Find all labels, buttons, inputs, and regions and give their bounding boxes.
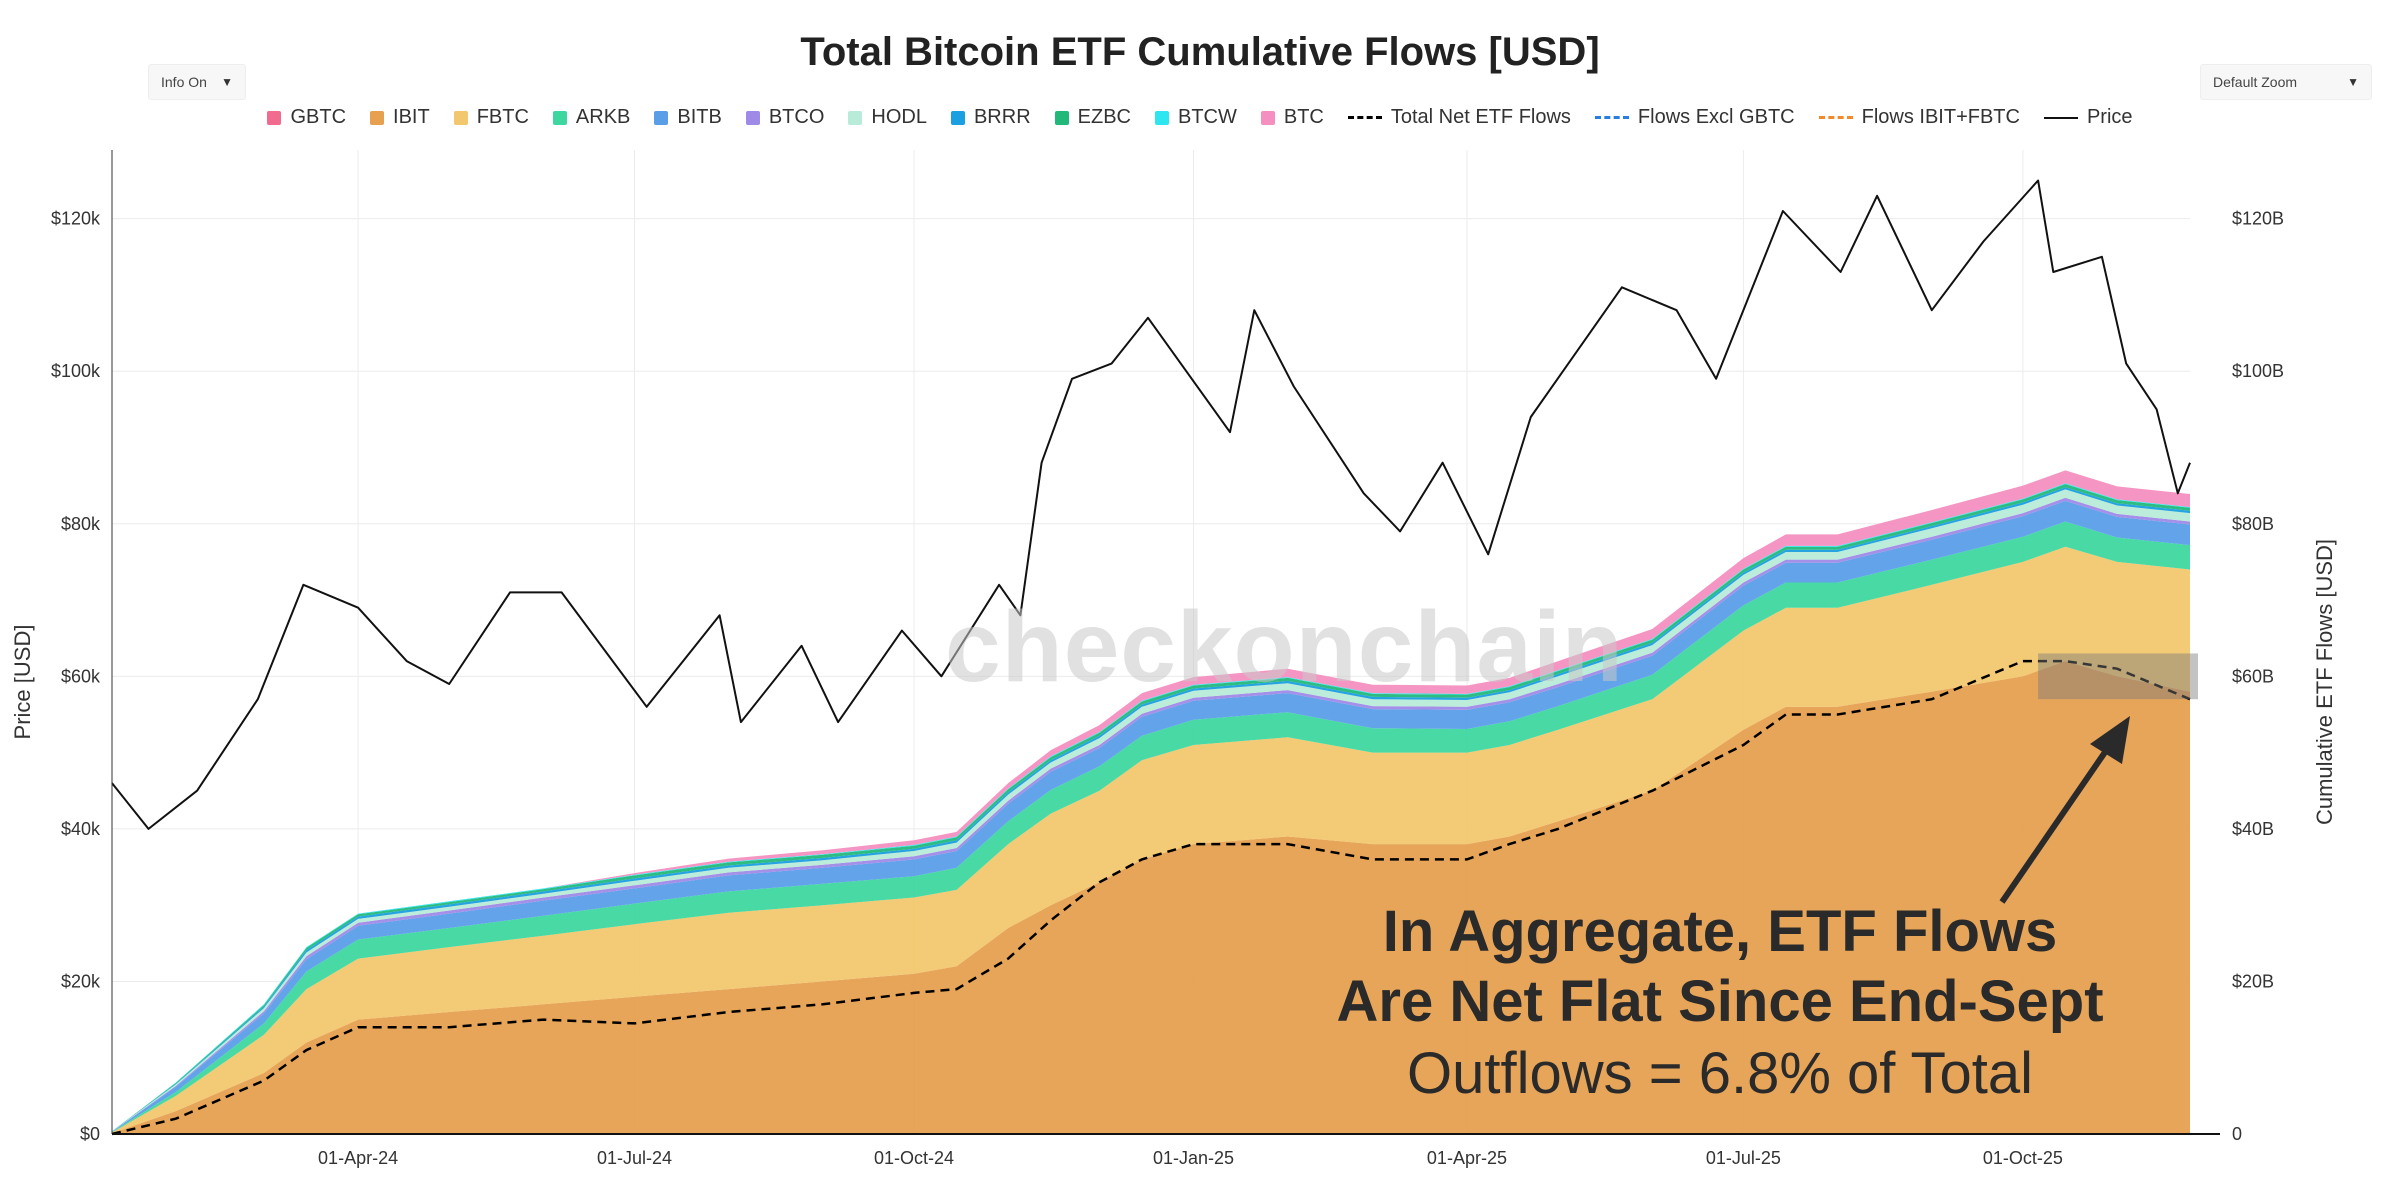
- info-dropdown-label: Info On: [161, 74, 207, 90]
- x-tick-label: 01-Oct-25: [1983, 1148, 2063, 1168]
- legend-item-btco[interactable]: BTCO: [745, 106, 825, 129]
- legend-swatch: [848, 110, 863, 125]
- etf-flow-areas: [112, 470, 2190, 1134]
- legend-item-gbtc[interactable]: GBTC: [267, 106, 346, 129]
- annotation-line-3: Outflows = 6.8% of Total: [1407, 1041, 2033, 1106]
- y-left-tick-label: $120k: [51, 209, 101, 229]
- x-tick-label: 01-Jan-25: [1153, 1148, 1234, 1168]
- zoom-dropdown-label: Default Zoom: [2213, 74, 2298, 90]
- x-tick-label: 01-Apr-25: [1427, 1148, 1507, 1168]
- legend-item-bitb[interactable]: BITB: [654, 106, 722, 129]
- y-left-axis-title: Price [USD]: [10, 625, 35, 740]
- legend-label: ARKB: [575, 106, 631, 128]
- legend-item-price[interactable]: Price: [2043, 106, 2133, 129]
- legend-label: FBTC: [476, 106, 529, 128]
- legend-label: Flows IBIT+FBTC: [1861, 106, 2020, 128]
- y-right-tick-label: 0: [2232, 1124, 2242, 1144]
- legend-swatch: [1818, 116, 1853, 119]
- legend-item-btcw[interactable]: BTCW: [1154, 106, 1237, 129]
- y-left-tick-label: $100k: [51, 361, 101, 381]
- legend-label: BRRR: [973, 106, 1031, 128]
- annotation-line-2: Are Net Flat Since End-Sept: [1336, 969, 2104, 1034]
- legend-swatch: [1347, 116, 1382, 119]
- highlight-box: [2038, 653, 2198, 700]
- chart-title: Total Bitcoin ETF Cumulative Flows [USD]: [800, 30, 1600, 74]
- area-ibit: [112, 661, 2190, 1134]
- info-dropdown[interactable]: Info On ▼: [148, 64, 246, 100]
- legend-label: BTCW: [1177, 106, 1237, 128]
- y-right-tick-label: $100B: [2232, 361, 2284, 381]
- y-right-tick-label: $40B: [2232, 819, 2274, 839]
- chart-lines: [111, 179, 2191, 1136]
- legend-swatch: [950, 110, 965, 125]
- legend-item-ezbc[interactable]: EZBC: [1054, 106, 1131, 129]
- legend-label: BTC: [1283, 106, 1324, 128]
- legend-swatch: [453, 110, 468, 125]
- legend-swatch: [745, 110, 760, 125]
- chevron-down-icon: ▼: [221, 75, 233, 89]
- x-tick-label: 01-Jul-24: [597, 1148, 672, 1168]
- legend-item-flows-ibit-fbtc[interactable]: Flows IBIT+FBTC: [1818, 106, 2020, 129]
- legend-label: Total Net ETF Flows: [1390, 106, 1571, 128]
- chart-legend: GBTC IBIT FBTC ARKB BITB BTCO HODL BRRR EZBC BTCW…: [0, 106, 2400, 129]
- legend-swatch: [654, 110, 669, 125]
- legend-label: Price: [2086, 106, 2133, 128]
- legend-label: BTCO: [768, 106, 825, 128]
- annotation-line-1: In Aggregate, ETF Flows: [1382, 899, 2058, 964]
- arrow-shaft: [1999, 740, 2115, 904]
- y-right-axis-title: Cumulative ETF Flows [USD]: [2312, 539, 2337, 825]
- legend-swatch: [1594, 116, 1629, 119]
- watermark: checkonchain: [945, 591, 1624, 703]
- y-right-tick-label: $20B: [2232, 971, 2274, 991]
- line-total-net-etf-flows: [111, 659, 2191, 1136]
- zoom-dropdown[interactable]: Default Zoom ▼: [2200, 64, 2372, 100]
- y-left-tick-label: $0: [80, 1124, 100, 1144]
- legend-swatch: [1054, 110, 1069, 125]
- y-left-tick-label: $40k: [61, 819, 101, 839]
- legend-swatch: [1154, 110, 1169, 125]
- area-fbtc: [112, 546, 2190, 1134]
- legend-label: IBIT: [393, 106, 430, 128]
- legend-swatch: [2043, 116, 2078, 119]
- legend-label: HODL: [871, 106, 927, 128]
- legend-item-btc[interactable]: BTC: [1260, 106, 1324, 129]
- x-tick-label: 01-Oct-24: [874, 1148, 954, 1168]
- legend-item-brrr[interactable]: BRRR: [950, 106, 1031, 129]
- y-right-tick-label: $120B: [2232, 209, 2284, 229]
- line-price: [111, 179, 2191, 830]
- legend-label: BITB: [677, 106, 722, 128]
- axes: 0 $20B $40B $60B $80B $100B $120B $0 $20k $40k $60…: [10, 150, 2337, 1168]
- chevron-down-icon: ▼: [2347, 75, 2359, 89]
- area-arkb: [112, 521, 2190, 1133]
- legend-item-flows-excl-gbtc[interactable]: Flows Excl GBTC: [1594, 106, 1795, 129]
- legend-item-arkb[interactable]: ARKB: [552, 106, 631, 129]
- area-bitb: [112, 500, 2190, 1133]
- annotation-overlay: [1999, 653, 2198, 904]
- x-tick-label: 01-Apr-24: [318, 1148, 398, 1168]
- legend-item-hodl[interactable]: HODL: [848, 106, 927, 129]
- legend-item-total-net-etf-flows[interactable]: Total Net ETF Flows: [1347, 106, 1571, 129]
- y-left-tick-label: $80k: [61, 514, 101, 534]
- legend-swatch: [1260, 110, 1275, 125]
- legend-swatch: [552, 110, 567, 125]
- legend-label: GBTC: [290, 106, 347, 128]
- y-left-tick-label: $60k: [61, 666, 101, 686]
- y-left-tick-label: $20k: [61, 971, 101, 991]
- y-right-tick-label: $60B: [2232, 666, 2274, 686]
- legend-item-fbtc[interactable]: FBTC: [453, 106, 529, 129]
- x-tick-label: 01-Jul-25: [1706, 1148, 1781, 1168]
- legend-swatch: [370, 110, 385, 125]
- legend-swatch: [267, 110, 282, 125]
- legend-label: Flows Excl GBTC: [1637, 106, 1795, 128]
- y-right-tick-label: $80B: [2232, 514, 2274, 534]
- legend-label: EZBC: [1077, 106, 1131, 128]
- legend-item-ibit[interactable]: IBIT: [370, 106, 430, 129]
- arrow-head: [2090, 716, 2130, 764]
